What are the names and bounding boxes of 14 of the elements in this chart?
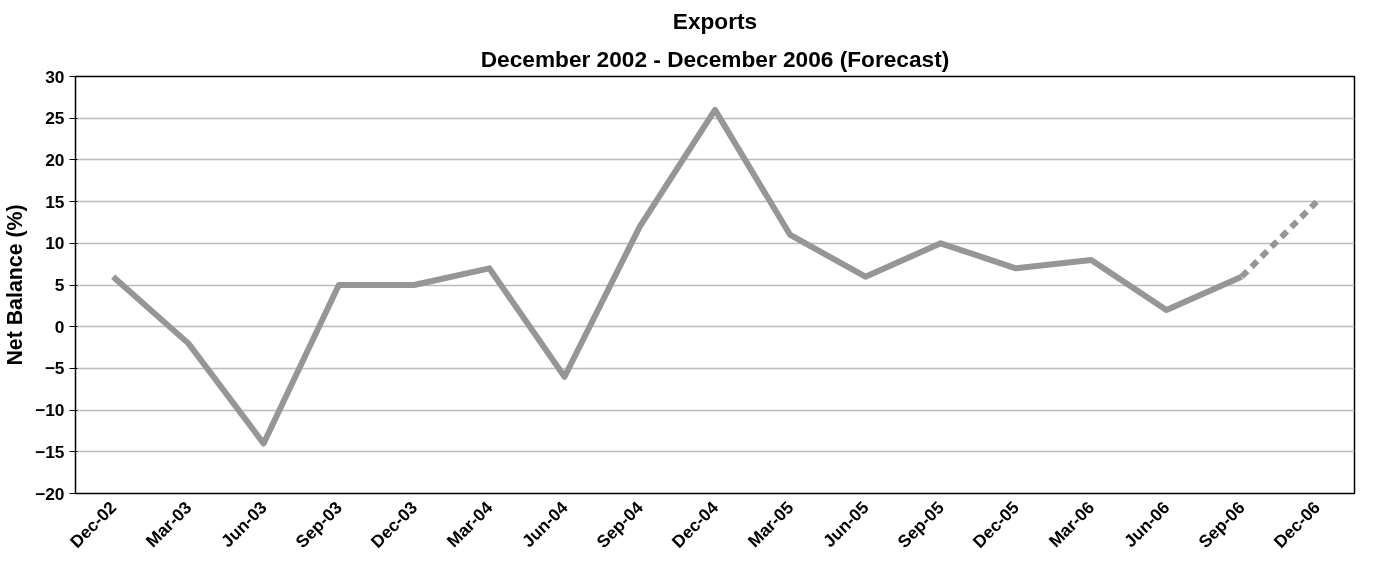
y-tick-label: −15 (35, 441, 65, 462)
y-tick-label: 0 (54, 316, 65, 337)
y-tick-label: 25 (45, 108, 65, 129)
chart-title: Exports (672, 7, 758, 34)
chart-subtitle: December 2002 - December 2006 (Forecast) (480, 45, 950, 72)
y-tick-label: 10 (45, 233, 65, 254)
y-tick-label: −5 (44, 358, 65, 379)
y-axis-title: Net Balance (%) (3, 204, 28, 366)
y-tick-label: 15 (45, 191, 65, 212)
y-tick-label: 5 (54, 275, 65, 295)
y-tick-label: 30 (45, 66, 65, 87)
y-tick-label: −10 (35, 400, 65, 421)
y-tick-label: 20 (45, 149, 65, 170)
y-tick-label: −20 (35, 483, 65, 504)
